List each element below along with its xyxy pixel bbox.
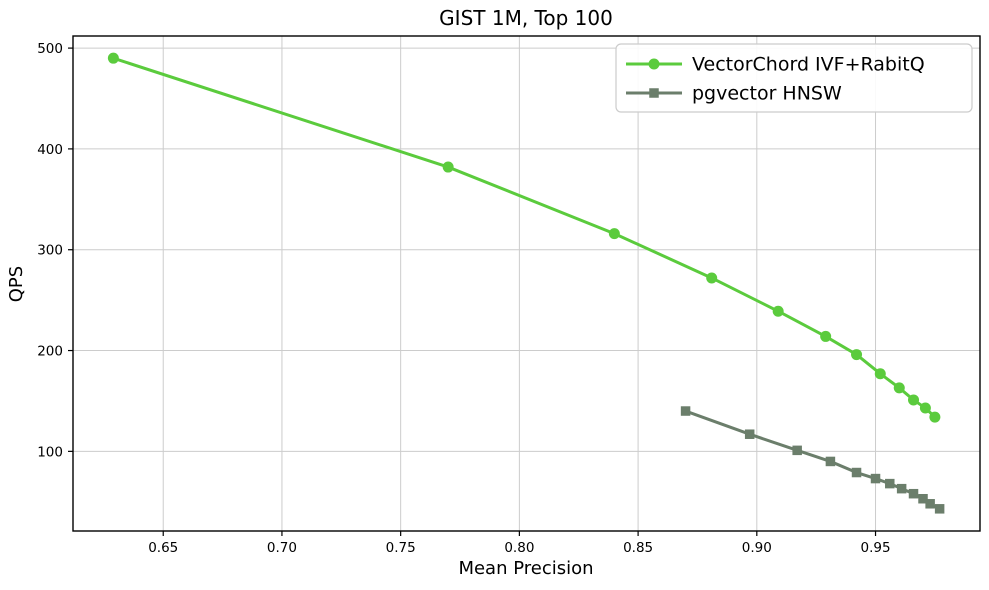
- data-point: [680, 406, 691, 416]
- data-point: [925, 499, 935, 509]
- legend: VectorChord IVF+RabitQ pgvector HNSW: [615, 43, 973, 113]
- x-tick-label: 0.65: [148, 540, 178, 556]
- legend-label: pgvector HNSW: [692, 83, 842, 105]
- data-point: [885, 478, 895, 489]
- data-point: [908, 488, 919, 499]
- data-point: [706, 272, 718, 284]
- x-tick-label: 0.80: [504, 540, 534, 556]
- series-layer: [107, 52, 945, 514]
- x-tick-label: 0.90: [742, 540, 772, 556]
- x-tick-label: 0.75: [386, 540, 416, 556]
- x-axis-label: Mean Precision: [458, 558, 593, 579]
- legend-marker-circle: [648, 58, 660, 70]
- chart-title: GIST 1M, Top 100: [439, 6, 613, 30]
- data-point: [820, 330, 832, 342]
- y-tick-label: 400: [37, 142, 63, 158]
- data-point: [896, 483, 907, 494]
- y-tick-label: 100: [37, 444, 63, 460]
- y-axis-label: QPS: [6, 266, 27, 302]
- legend-box: [615, 43, 973, 113]
- data-point: [908, 394, 920, 406]
- data-point: [608, 228, 620, 240]
- x-tick-label: 0.70: [267, 540, 297, 556]
- y-tick-label: 500: [37, 41, 63, 57]
- data-point: [934, 504, 945, 514]
- data-point: [851, 349, 863, 361]
- legend-label: VectorChord IVF+RabitQ: [692, 54, 925, 76]
- data-point: [772, 305, 784, 317]
- data-point: [870, 473, 881, 484]
- x-tick-label: 0.85: [623, 540, 653, 556]
- x-tick-label: 0.95: [860, 540, 890, 556]
- data-point: [918, 493, 928, 504]
- plot-border: [72, 35, 981, 532]
- data-point: [825, 456, 836, 467]
- data-point: [744, 429, 755, 439]
- ticks-layer: 0.65 0.70 0.75 0.80 0.85 0.90 0.95 100 200 300 400…: [37, 41, 890, 556]
- series-line-pgvector: [684, 409, 942, 511]
- grid-layer: [73, 36, 980, 531]
- data-point: [442, 161, 454, 173]
- y-tick-label: 200: [37, 344, 63, 360]
- data-point: [792, 445, 802, 456]
- data-point: [851, 467, 862, 478]
- data-point: [919, 402, 931, 414]
- y-tick-label: 300: [37, 243, 63, 259]
- data-point: [107, 52, 119, 64]
- data-point: [929, 411, 941, 423]
- data-point: [893, 382, 905, 394]
- data-point: [874, 368, 886, 380]
- legend-marker-square: [649, 88, 659, 98]
